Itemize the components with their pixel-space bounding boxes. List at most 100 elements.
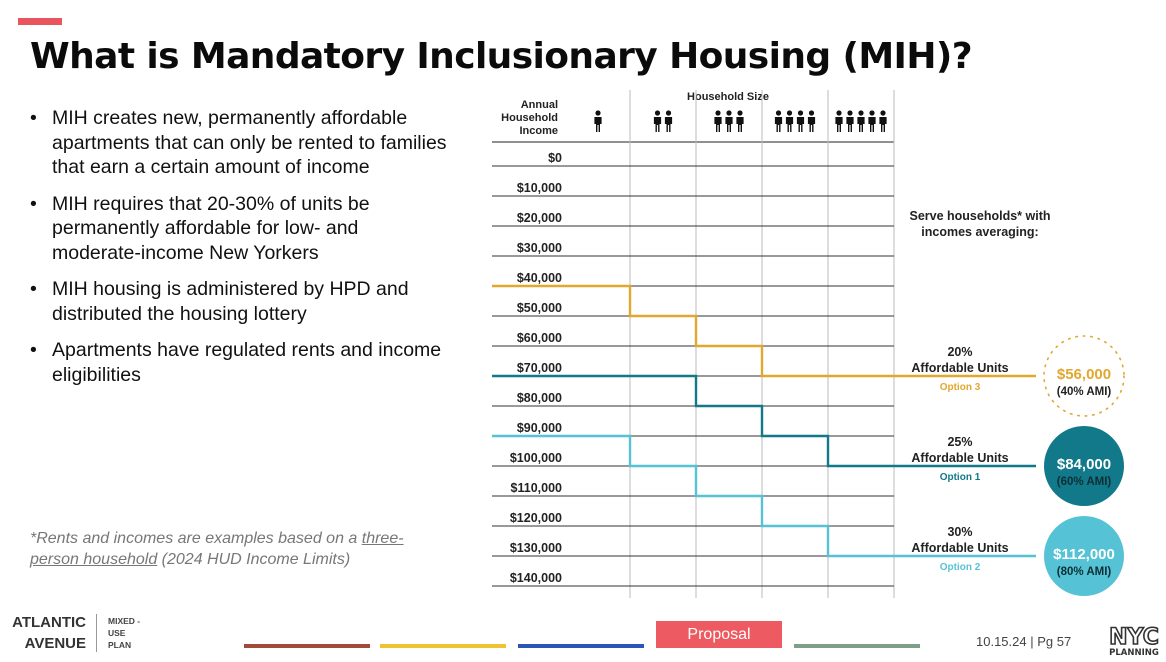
series-line-option-3 (492, 284, 1036, 378)
title-accent-bar (18, 18, 62, 25)
y-axis-label: Household (501, 112, 558, 124)
person-icon (857, 117, 865, 132)
y-tick-label: $40,000 (517, 271, 562, 285)
person-icon (786, 110, 793, 116)
footer-color-bar (380, 644, 506, 648)
person-icon (654, 110, 661, 116)
y-axis-label: Annual (521, 99, 558, 111)
option-label: Option 3 (940, 382, 981, 393)
ami-label: (60% AMI) (1057, 476, 1112, 488)
bullet-dot-icon: • (30, 339, 37, 361)
side-heading: incomes averaging: (921, 225, 1038, 239)
bullet-dot-icon: • (30, 192, 37, 215)
person-icon (775, 110, 782, 116)
person-icon (880, 110, 886, 116)
y-tick-label: $10,000 (517, 181, 562, 195)
proposal-tab[interactable]: Proposal (656, 621, 782, 648)
income-value: $56,000 (1057, 366, 1111, 383)
person-icon (594, 117, 602, 132)
footer-color-bar (244, 644, 370, 648)
affordable-percent: 30% (947, 525, 972, 539)
affordable-percent: 20% (947, 345, 972, 359)
person-icon-group (653, 110, 673, 132)
footer-color-bar (794, 644, 920, 648)
svg-text:PLANNING: PLANNING (1109, 648, 1159, 658)
affordable-units-label: Affordable Units (911, 451, 1008, 465)
bullet-item: • Apartments have regulated rents and inc… (30, 339, 442, 386)
person-icon-group (774, 110, 816, 132)
y-tick-label: $110,000 (511, 481, 562, 495)
person-icon (774, 117, 783, 132)
person-icon (869, 110, 875, 116)
person-icon (737, 110, 743, 116)
person-icon (808, 110, 815, 116)
footer-color-bar (518, 644, 644, 648)
side-heading: Serve households* with (909, 209, 1050, 223)
brand-divider (96, 614, 97, 652)
nyc-planning-logo: NYC PLANNING (1108, 624, 1159, 658)
atlantic-avenue-brand: ATLANTIC AVENUE (12, 614, 86, 652)
y-tick-label: $120,000 (510, 511, 562, 525)
person-icon (715, 110, 721, 116)
y-tick-label: $70,000 (517, 361, 562, 375)
page-number: 10.15.24 | Pg 57 (976, 634, 1072, 649)
person-icon-group (594, 110, 602, 132)
person-icon (847, 110, 853, 116)
y-axis-label: Income (519, 125, 558, 137)
y-tick-label: $130,000 (510, 541, 562, 555)
income-circle (1044, 516, 1124, 596)
person-icon (785, 117, 794, 132)
chart-title: Household Size (687, 91, 769, 103)
y-tick-label: $30,000 (517, 241, 562, 255)
person-icon (868, 117, 876, 132)
series-line-option-2 (492, 434, 1036, 558)
y-tick-label: $100,000 (510, 451, 562, 465)
affordable-units-label: Affordable Units (911, 541, 1008, 555)
ami-label: (80% AMI) (1057, 566, 1112, 578)
bullet-item: • MIH requires that 20-30% of units be pe… (30, 192, 370, 264)
person-icon (653, 117, 662, 132)
person-icon (714, 117, 722, 132)
person-icon-group (835, 110, 887, 132)
person-icon (846, 117, 854, 132)
y-tick-label: $50,000 (517, 301, 562, 315)
y-tick-label: $140,000 (510, 571, 562, 585)
person-icon (797, 110, 804, 116)
person-icon (595, 110, 601, 116)
svg-text:NYC: NYC (1109, 625, 1159, 650)
person-icon (807, 117, 816, 132)
y-tick-label: $0 (548, 151, 562, 165)
bullet-dot-icon: • (30, 107, 37, 129)
y-tick-label: $20,000 (517, 211, 562, 225)
person-icon (858, 110, 864, 116)
option-label: Option 2 (940, 562, 981, 573)
person-icon-group (714, 110, 744, 132)
option-label: Option 1 (940, 472, 981, 483)
y-tick-label: $90,000 (517, 421, 562, 435)
bullet-list: • MIH creates new, permanently affordable… (28, 106, 448, 399)
page-title: What is Mandatory Inclusionary Housing (… (30, 36, 973, 77)
person-icon (736, 117, 744, 132)
person-icon (665, 110, 672, 116)
person-icon (835, 117, 843, 132)
bullet-item: • MIH housing is administered by HPD and … (30, 278, 409, 325)
footnote: *Rents and incomes are examples based on… (30, 530, 404, 568)
person-icon (796, 117, 805, 132)
y-tick-label: $60,000 (517, 331, 562, 345)
income-circle (1044, 426, 1124, 506)
bullet-item: • MIH creates new, permanently affordable… (30, 107, 447, 178)
mixed-use-plan-label: MIXED - USE PLAN (108, 616, 141, 650)
income-value: $112,000 (1053, 546, 1115, 563)
income-value: $84,000 (1057, 456, 1111, 473)
footnote-link[interactable]: three-person household (30, 530, 404, 568)
ami-label: (40% AMI) (1057, 386, 1112, 398)
affordable-percent: 25% (947, 435, 972, 449)
person-icon (836, 110, 842, 116)
bullet-dot-icon: • (30, 278, 37, 300)
income-circle (1043, 335, 1125, 417)
series-line-option-1 (492, 374, 1036, 468)
person-icon (664, 117, 673, 132)
affordable-units-label: Affordable Units (911, 361, 1008, 375)
person-icon (726, 110, 732, 116)
